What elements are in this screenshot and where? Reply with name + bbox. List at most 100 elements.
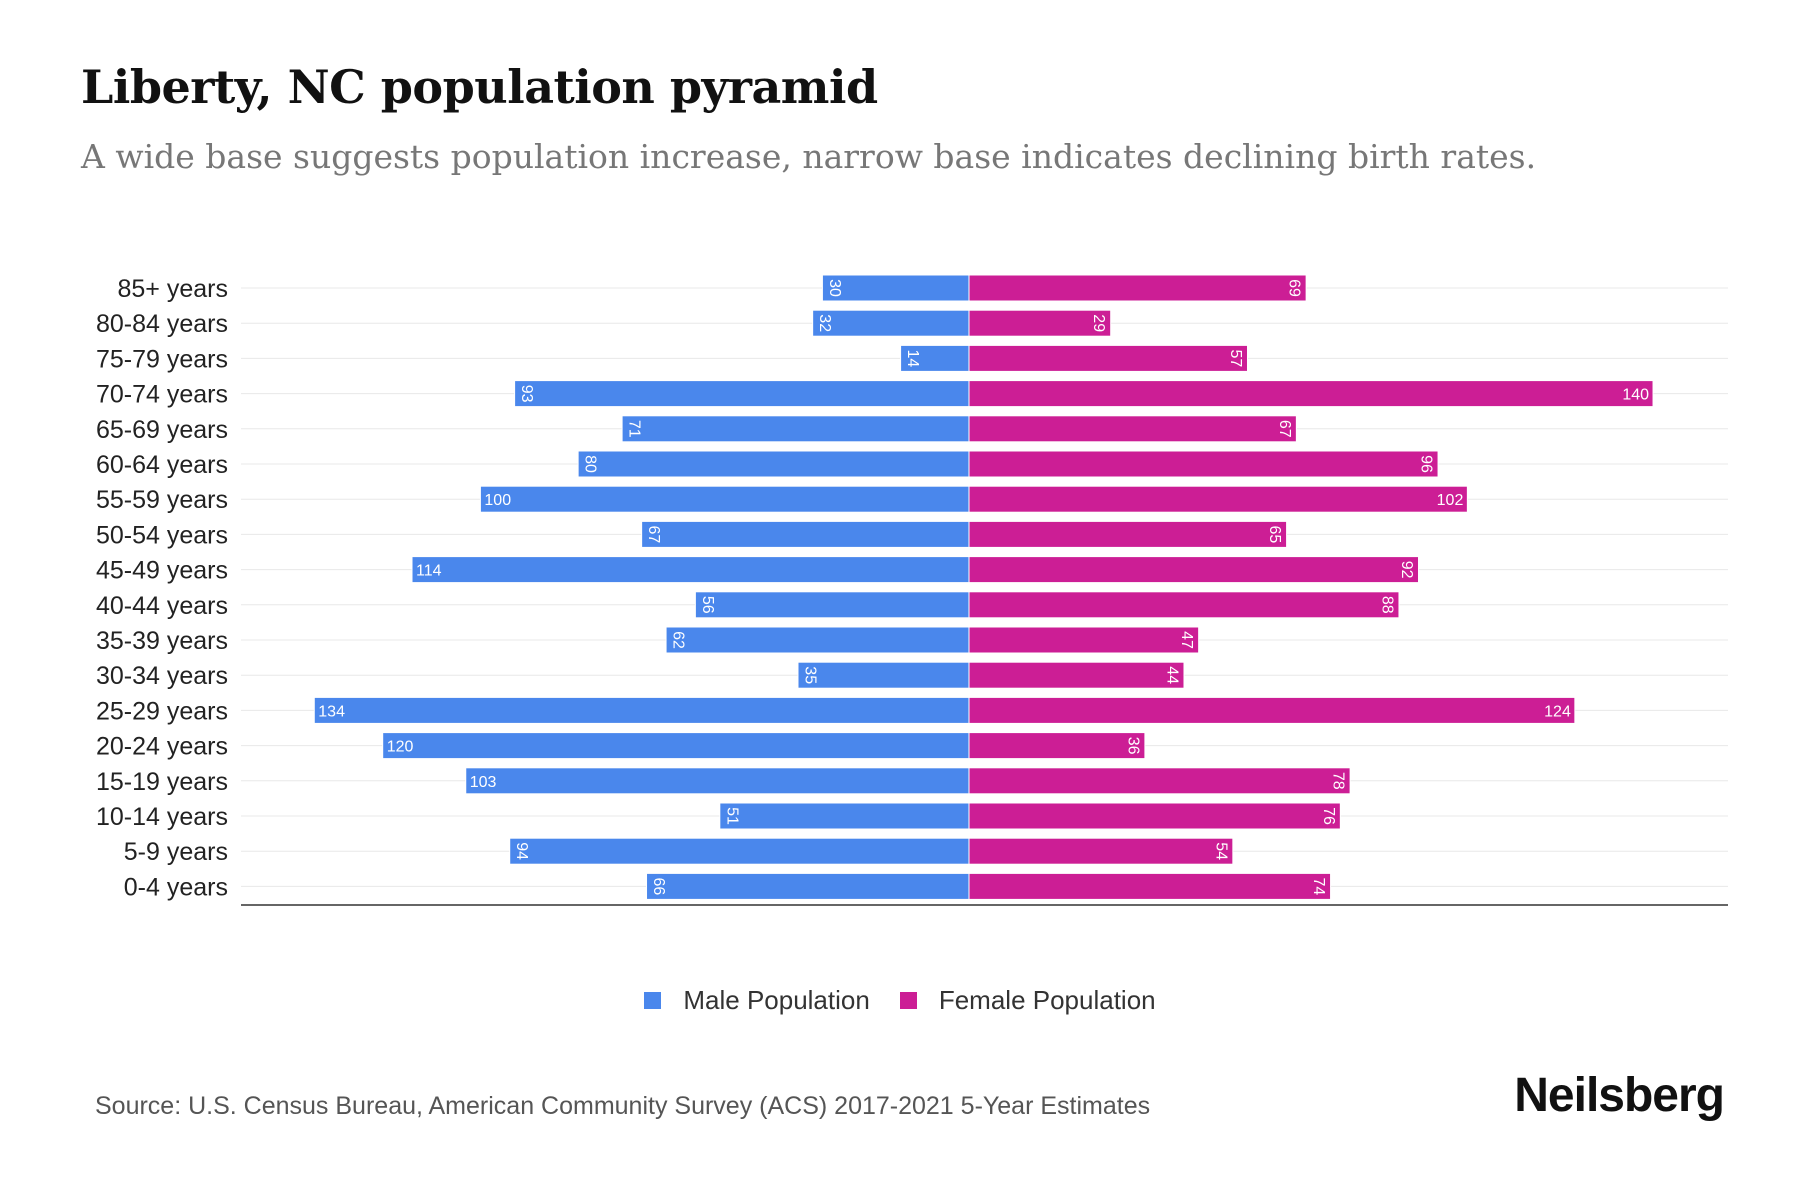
category-label: 80-84 years: [96, 310, 228, 338]
bar-female: [968, 696, 1576, 724]
bar-label-male: 103: [470, 774, 497, 791]
bar-label-female: 124: [1544, 703, 1571, 720]
bar-label-male: 14: [904, 350, 921, 368]
bar-label-female: 69: [1286, 279, 1303, 297]
bar-male: [821, 274, 970, 302]
bar-male: [313, 696, 970, 724]
brand-logo: Neilsberg: [1514, 1069, 1725, 1122]
category-label: 10-14 years: [96, 803, 228, 831]
category-label: 20-24 years: [96, 733, 228, 761]
bar-female: [968, 802, 1341, 830]
bar-label-female: 54: [1212, 842, 1229, 860]
bar-male: [694, 591, 970, 619]
bar-label-female: 76: [1320, 807, 1337, 825]
category-label: 75-79 years: [96, 345, 228, 373]
bar-male: [465, 767, 970, 795]
bar-label-female: 67: [1276, 420, 1293, 438]
category-label: 0-4 years: [124, 873, 228, 901]
bar-label-male: 32: [816, 314, 833, 332]
bar-male: [621, 415, 970, 443]
bar-male: [719, 802, 970, 830]
bar-label-female: 65: [1266, 526, 1283, 544]
bar-male: [514, 380, 970, 408]
legend-item-male: Male Population: [644, 985, 870, 1016]
category-label: 55-59 years: [96, 486, 228, 514]
bar-female: [968, 450, 1439, 478]
category-label: 70-74 years: [96, 381, 228, 409]
bar-label-female: 78: [1330, 772, 1347, 790]
bar-label-female: 102: [1437, 492, 1464, 509]
category-label: 25-29 years: [96, 697, 228, 725]
category-label: 15-19 years: [96, 768, 228, 796]
bar-label-female: 29: [1090, 314, 1107, 332]
chart-legend: Male Population Female Population: [0, 985, 1800, 1016]
bar-female: [968, 309, 1112, 337]
category-label: 30-34 years: [96, 662, 228, 690]
bar-female: [968, 344, 1248, 372]
bar-male: [479, 485, 970, 513]
bar-male: [812, 309, 970, 337]
source-note: Source: U.S. Census Bureau, American Com…: [95, 1092, 1151, 1120]
bar-female: [968, 485, 1468, 513]
category-label: 65-69 years: [96, 416, 228, 444]
bar-male: [797, 661, 970, 689]
category-label: 5-9 years: [124, 838, 228, 866]
bar-label-male: 94: [513, 842, 530, 860]
bar-label-female: 44: [1163, 666, 1180, 684]
legend-label-female: Female Population: [938, 985, 1156, 1015]
bar-female: [968, 520, 1288, 548]
bar-label-male: 35: [801, 666, 818, 684]
bar-label-male: 56: [699, 596, 716, 614]
bar-male: [577, 450, 970, 478]
bar-male: [411, 556, 970, 584]
bar-label-male: 100: [484, 492, 511, 509]
bar-label-female: 140: [1622, 387, 1649, 404]
bar-label-male: 66: [650, 878, 667, 896]
category-label: 50-54 years: [96, 521, 228, 549]
bar-male: [646, 872, 970, 900]
bar-label-male: 120: [387, 739, 414, 756]
chart-title: Liberty, NC population pyramid: [81, 60, 878, 114]
bar-female: [968, 767, 1351, 795]
bar-label-female: 96: [1418, 455, 1435, 473]
bar-female: [968, 415, 1297, 443]
bar-female: [968, 556, 1420, 584]
bar-label-female: 92: [1398, 561, 1415, 579]
bar-label-female: 36: [1124, 737, 1141, 755]
category-label: 35-39 years: [96, 627, 228, 655]
bar-label-female: 74: [1310, 878, 1327, 896]
legend-swatch-male: [644, 992, 662, 1009]
bar-male: [382, 732, 970, 760]
bar-female: [968, 837, 1234, 865]
chart-subtitle: A wide base suggests population increase…: [81, 137, 1537, 176]
bar-male: [665, 626, 970, 654]
bar-label-male: 67: [645, 526, 662, 544]
legend-item-female: Female Population: [899, 985, 1156, 1016]
legend-label-male: Male Population: [683, 985, 870, 1015]
category-label: 60-64 years: [96, 451, 228, 479]
bar-male: [509, 837, 970, 865]
bar-female: [968, 274, 1307, 302]
bar-female: [968, 626, 1200, 654]
category-label: 40-44 years: [96, 592, 228, 620]
bar-label-male: 51: [723, 807, 740, 825]
bar-female: [968, 380, 1654, 408]
bar-label-male: 80: [582, 455, 599, 473]
bar-label-male: 134: [318, 703, 345, 720]
bar-label-male: 93: [518, 385, 535, 403]
bar-label-male: 30: [826, 279, 843, 297]
bar-label-female: 57: [1227, 350, 1244, 368]
legend-swatch-female: [899, 992, 917, 1009]
bar-male: [641, 520, 970, 548]
category-label: 45-49 years: [96, 557, 228, 585]
bar-label-male: 62: [670, 631, 687, 649]
bar-label-male: 71: [626, 420, 643, 438]
bar-female: [968, 661, 1185, 689]
bar-label-female: 47: [1178, 631, 1195, 649]
bar-female: [968, 872, 1332, 900]
category-label: 85+ years: [118, 275, 229, 303]
bar-female: [968, 732, 1146, 760]
bar-label-female: 88: [1378, 596, 1395, 614]
bar-label-male: 114: [416, 563, 442, 580]
